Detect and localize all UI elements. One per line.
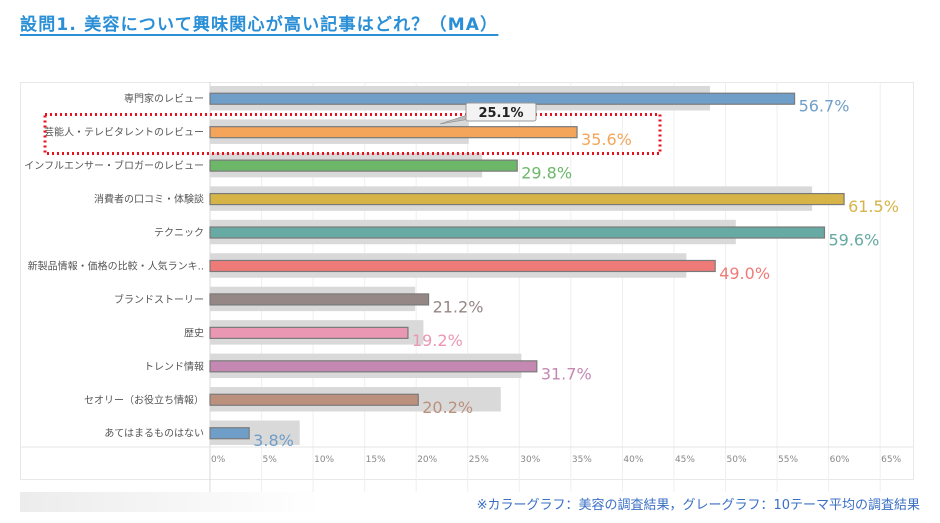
category-label: 新製品情報・価格の比較・人気ランキ..: [28, 259, 204, 272]
category-label: トレンド情報: [144, 360, 204, 373]
survey-bar: [209, 226, 826, 239]
survey-bar: [209, 192, 845, 206]
x-tick-label: 60%: [830, 455, 850, 465]
survey-bar: [209, 159, 518, 172]
chart-frame: [20, 82, 914, 480]
category-label: ブランドストーリー: [114, 293, 204, 306]
category-label: 歴史: [184, 327, 204, 339]
callout-box: [465, 102, 537, 122]
category-label: 芸能人・テレビタレントのレビュー: [44, 126, 204, 139]
legend-footnote: ※カラーグラフ：美容の調査結果，グレーグラフ：10テーマ平均の調査結果: [476, 498, 920, 513]
value-label: 19.2%: [412, 331, 463, 350]
highlight-box: [43, 112, 662, 155]
survey-bars: [209, 92, 845, 440]
category-label: インフルエンサー・ブロガーのレビュー: [24, 159, 204, 172]
callout-label: 25.1%: [478, 106, 523, 121]
x-tick-label: 5%: [263, 455, 278, 465]
x-tick-label: 40%: [623, 455, 643, 465]
x-axis-ticks: 0% 5% 10% 15% 20% 25% 30% 35% 40% 45% 50% 55% 60% 65%: [211, 455, 902, 465]
value-label: 20.2%: [422, 398, 473, 417]
x-tick-label: 10%: [314, 455, 334, 465]
category-label: 専門家のレビュー: [124, 92, 204, 105]
x-tick-label: 25%: [469, 455, 489, 465]
category-label: セオリー（お役立ち情報）: [84, 393, 204, 406]
value-label: 31.7%: [541, 364, 592, 383]
grid-layer: [20, 82, 913, 492]
value-label: 59.6%: [828, 231, 879, 250]
survey-bar: [209, 293, 430, 306]
value-label: 61.5%: [848, 197, 899, 216]
survey-bar: [209, 393, 419, 406]
value-label: 35.6%: [581, 130, 632, 149]
x-tick-label: 20%: [417, 455, 437, 465]
page-title: 設問1. 美容について興味関心が高い記事はどれ？（MA）: [20, 15, 499, 35]
x-tick-label: 35%: [572, 455, 592, 465]
value-labels: 56.7% 35.6% 29.8% 61.5% 59.6% 49.0% 21.2% 19.2%…: [253, 97, 899, 451]
x-tick-label: 50%: [727, 455, 747, 465]
value-label: 29.8%: [521, 164, 572, 183]
survey-bar: [209, 427, 250, 440]
value-label: 3.8%: [253, 431, 294, 450]
survey-bar: [209, 360, 538, 373]
category-label: あてはまるものはない: [104, 428, 204, 440]
survey-bar: [209, 259, 716, 273]
x-tick-label: 30%: [520, 455, 540, 465]
annotations: 25.1%: [43, 102, 662, 155]
survey-bar: [209, 326, 409, 339]
value-label: 21.2%: [433, 297, 484, 316]
x-tick-label: 15%: [366, 455, 386, 465]
category-label: 消費者の口コミ・体験談: [94, 193, 204, 206]
value-label: 49.0%: [719, 264, 770, 283]
x-tick-label: 45%: [675, 455, 695, 465]
value-label: 56.7%: [799, 97, 850, 116]
footer-fade: [20, 492, 320, 512]
x-tick-label: 55%: [778, 455, 798, 465]
x-tick-label: 65%: [881, 455, 901, 465]
category-labels: 専門家のレビュー芸能人・テレビタレントのレビューインフルエンサー・ブロガーのレビ…: [24, 92, 204, 440]
x-tick-label: 0%: [211, 455, 226, 465]
category-label: テクニック: [154, 227, 204, 239]
survey-bar: [209, 126, 578, 139]
